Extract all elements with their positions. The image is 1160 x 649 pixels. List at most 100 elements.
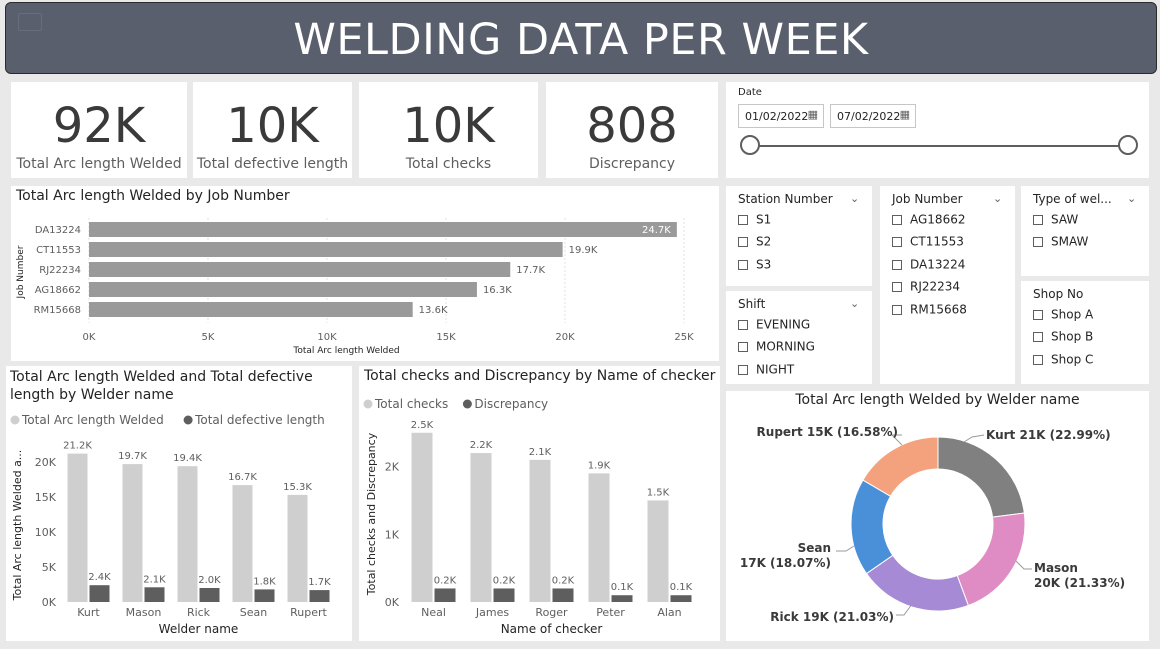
- slicer-item-ag18662[interactable]: AG18662: [892, 212, 965, 228]
- checkbox[interactable]: [1033, 309, 1043, 320]
- date-range-end-handle[interactable]: [1118, 135, 1138, 155]
- slicer-item-evening[interactable]: EVENING: [738, 317, 810, 333]
- bar: [199, 588, 220, 602]
- data-label: 1.5K: [647, 487, 670, 498]
- donut-slice: [862, 436, 939, 497]
- slicer-item-da13224[interactable]: DA13224: [892, 257, 965, 273]
- kpi-card-arc-length[interactable]: 92K Total Arc length Welded: [11, 82, 187, 178]
- slicer-item-smaw[interactable]: SMAW: [1033, 234, 1088, 250]
- checkbox[interactable]: [1033, 354, 1043, 365]
- chevron-down-icon[interactable]: ⌄: [850, 297, 860, 310]
- focus-mode-icon[interactable]: [18, 13, 42, 31]
- shift-slicer[interactable]: Shift ⌄ EVENING MORNING NIGHT: [726, 291, 872, 384]
- slicer-item-night[interactable]: NIGHT: [738, 362, 794, 378]
- checkbox[interactable]: [892, 214, 902, 225]
- checkbox[interactable]: [1033, 214, 1043, 225]
- calendar-icon[interactable]: ▦: [899, 108, 910, 121]
- calendar-icon[interactable]: ▦: [807, 108, 818, 121]
- checkbox[interactable]: [738, 214, 748, 225]
- y-axis-title: Total checks and Discrepancy: [365, 432, 378, 596]
- slicer-item-shop-c[interactable]: Shop C: [1033, 352, 1093, 368]
- start-date-input[interactable]: 01/02/2022 ▦: [738, 104, 824, 128]
- checkbox[interactable]: [738, 364, 748, 375]
- bar: [434, 588, 456, 602]
- kpi-card-discrepancy[interactable]: 808 Discrepancy: [546, 82, 718, 178]
- slicer-item-s2[interactable]: S2: [738, 234, 771, 250]
- donut-data-label: Rick 19K (21.03%): [770, 610, 894, 624]
- checker-bar-chart-svg: Total checks Discrepancy 0K 1K 2K 2.5K 0.2K Nea…: [363, 397, 693, 636]
- end-date-input[interactable]: 07/02/2022 ▦: [830, 104, 916, 128]
- checkbox[interactable]: [738, 259, 748, 270]
- kpi-value: 92K: [52, 98, 146, 154]
- slicer-item-shop-a[interactable]: Shop A: [1033, 307, 1093, 323]
- slicer-item-s3[interactable]: S3: [738, 257, 771, 273]
- slicer-item-rj22234[interactable]: RJ22234: [892, 279, 960, 295]
- shop-no-slicer[interactable]: Shop No Shop A Shop B Shop C: [1021, 281, 1149, 384]
- chevron-down-icon[interactable]: ⌄: [850, 192, 860, 205]
- data-label: 19.4K: [173, 453, 202, 464]
- y-tick-label: 10K: [35, 526, 57, 539]
- kpi-card-defective-length[interactable]: 10K Total defective length: [193, 82, 352, 178]
- kpi-value: 808: [586, 98, 678, 154]
- data-label: 16.7K: [228, 472, 257, 483]
- page-title: WELDING DATA PER WEEK: [293, 15, 869, 65]
- x-tick-label: James: [475, 606, 509, 619]
- y-tick-label: AG18662: [35, 285, 81, 296]
- chevron-down-icon[interactable]: ⌄: [993, 192, 1003, 205]
- y-tick-label: 0K: [42, 596, 57, 609]
- slicer-item-saw[interactable]: SAW: [1033, 212, 1078, 228]
- date-slicer-label: Date: [738, 87, 762, 98]
- checkbox[interactable]: [892, 304, 902, 315]
- job-number-slicer[interactable]: Job Number ⌄ AG18662 CT11553 DA13224 RJ2…: [880, 186, 1015, 384]
- station-number-slicer[interactable]: Station Number ⌄ S1 S2 S3: [726, 186, 872, 286]
- data-label: 2.1K: [529, 447, 552, 458]
- bar: [177, 466, 198, 602]
- checkbox[interactable]: [892, 281, 902, 292]
- chart-checks-by-checker[interactable]: Total checks and Discrepancy by Name of …: [359, 366, 720, 641]
- kpi-card-total-checks[interactable]: 10K Total checks: [359, 82, 538, 178]
- x-tick-label: Alan: [657, 606, 681, 619]
- bar: [470, 453, 492, 602]
- checkbox[interactable]: [738, 319, 748, 330]
- kpi-label: Total checks: [405, 156, 492, 172]
- slicer-item-morning[interactable]: MORNING: [738, 339, 815, 355]
- legend-label: Discrepancy: [474, 397, 548, 411]
- checkbox[interactable]: [892, 259, 902, 270]
- bar: [309, 590, 330, 602]
- data-label: 1.9K: [588, 460, 611, 471]
- chevron-down-icon[interactable]: ⌄: [1127, 192, 1137, 205]
- kpi-value: 10K: [226, 98, 319, 154]
- data-label: 0.1K: [611, 582, 634, 593]
- leader-line: [896, 603, 913, 616]
- type-of-welding-slicer[interactable]: Type of wel... ⌄ SAW SMAW: [1021, 186, 1149, 276]
- checkbox[interactable]: [738, 341, 748, 352]
- slicer-item-s1[interactable]: S1: [738, 212, 771, 228]
- data-label: 1.7K: [308, 577, 331, 588]
- checkbox[interactable]: [1033, 236, 1043, 247]
- legend-marker: [10, 415, 20, 425]
- slicer-item-rm15668[interactable]: RM15668: [892, 302, 967, 318]
- donut-data-label: Rupert 15K (16.58%): [757, 425, 898, 439]
- slicer-item-ct11553[interactable]: CT11553: [892, 234, 964, 250]
- chart-arc-by-welder-donut[interactable]: Total Arc length Welded by Welder name K…: [726, 391, 1149, 641]
- y-axis-title: Total Arc length Welded a...: [11, 450, 24, 602]
- slicer-item-shop-b[interactable]: Shop B: [1033, 329, 1093, 345]
- date-range-track[interactable]: [750, 145, 1130, 147]
- x-tick-label: 25K: [674, 332, 694, 343]
- kpi-value: 10K: [402, 98, 495, 154]
- checkbox[interactable]: [892, 236, 902, 247]
- data-label: 19.7K: [118, 451, 147, 462]
- date-range-start-handle[interactable]: [740, 135, 760, 155]
- x-tick-label: 20K: [555, 332, 575, 343]
- chart-arc-and-defective-by-welder[interactable]: Total Arc length Welded and Total defect…: [6, 366, 352, 641]
- chart-arc-by-job[interactable]: Total Arc length Welded by Job Number 0K…: [11, 186, 719, 361]
- bar: [254, 589, 275, 602]
- chart-title: Total Arc length Welded by Job Number: [16, 188, 290, 204]
- bar: [670, 595, 692, 602]
- donut-slice: [865, 554, 970, 612]
- slicer-title: Shop No: [1033, 287, 1084, 301]
- checkbox[interactable]: [1033, 331, 1043, 342]
- checkbox[interactable]: [738, 236, 748, 247]
- date-slicer[interactable]: Date 01/02/2022 ▦ 07/02/2022 ▦: [726, 82, 1149, 178]
- x-tick-label: Peter: [596, 606, 625, 619]
